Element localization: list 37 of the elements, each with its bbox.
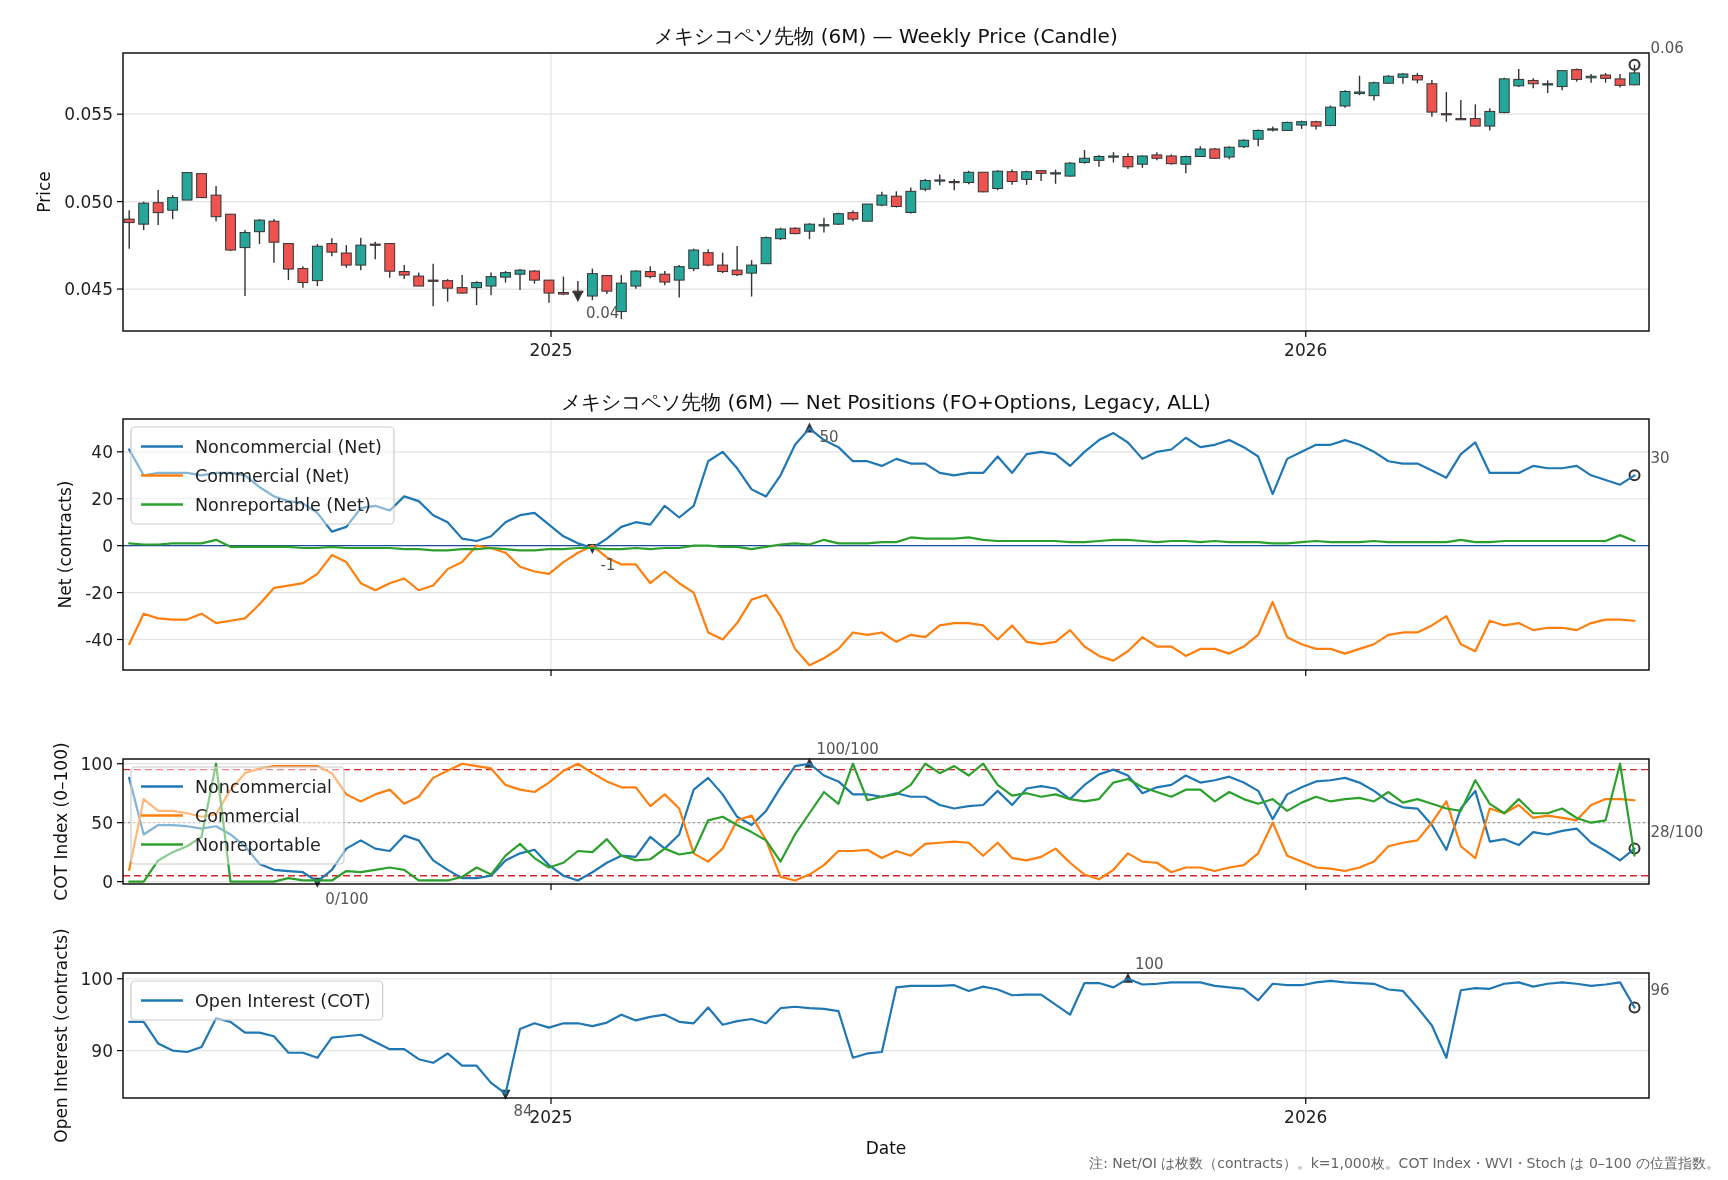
annotation: 28/100 [1650,822,1704,841]
annotation: 30 [1650,449,1670,468]
x-axis-title: Date [865,1138,907,1158]
annotation: 100 [1134,954,1164,973]
annotation: 96 [1650,981,1670,1000]
y-axis-title: Price [34,171,55,213]
y-tick-label: -40 [85,629,113,650]
x-tick-label: 2025 [529,340,573,360]
y-tick-label: 0.050 [64,191,113,212]
y-tick-label: 100 [80,968,113,989]
annotation: 0.04 [585,304,620,323]
y-tick-label: 0.055 [64,104,113,125]
x-tick-label: 2026 [1284,1107,1328,1127]
y-tick-label: 100 [80,753,113,774]
annotation: -1 [600,556,616,575]
y-tick-label: 0 [102,535,113,556]
legend-label: Commercial [195,805,300,826]
text: 注: Net/OI は枚数（contracts）。k=1,000枚。COT Index・WVI・Stoch は 0–100 の位置指数。 [1089,1155,1720,1171]
legend-label: Noncommercial (Net) [195,436,382,457]
y-axis-title: Net (contracts) [55,480,76,609]
chart-title: メキシコペソ先物 (6M) — Net Positions (FO+Options, Legacy, ALL) [561,390,1211,414]
legend-label: Open Interest (COT) [195,990,371,1011]
y-tick-label: 0.045 [64,279,113,300]
y-tick-label: 0 [102,871,113,892]
x-tick-label: 2026 [1284,340,1328,360]
y-tick-label: 20 [91,488,113,509]
annotation: 0.06 [1650,38,1684,57]
y-tick-label: 90 [91,1040,113,1061]
y-tick-label: -20 [85,582,113,603]
y-tick-label: 40 [91,441,113,462]
annotation: 0/100 [325,889,369,908]
y-axis-title: COT Index (0–100) [50,742,71,901]
annotation: 100/100 [816,739,879,758]
y-axis-title: Open Interest (contracts) [50,928,71,1143]
chart-title: メキシコペソ先物 (6M) — Weekly Price (Candle) [654,24,1118,48]
annotation: 50 [819,428,839,447]
y-tick-label: 50 [91,812,113,833]
